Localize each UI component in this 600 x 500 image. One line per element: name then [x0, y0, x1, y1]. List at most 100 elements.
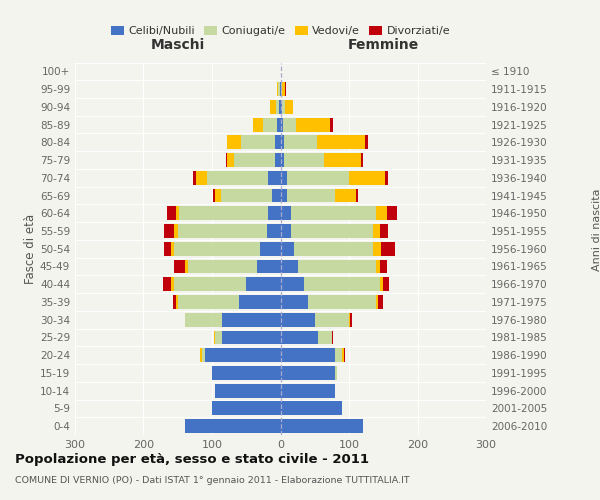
Bar — [285, 82, 286, 96]
Bar — [308, 295, 376, 309]
Bar — [376, 206, 386, 220]
Bar — [385, 171, 388, 184]
Bar — [298, 260, 376, 274]
Bar — [176, 206, 179, 220]
Bar — [281, 384, 335, 398]
Bar — [164, 242, 171, 256]
Text: Femmine: Femmine — [347, 38, 419, 52]
Bar — [175, 224, 178, 238]
Bar — [342, 348, 344, 362]
Bar — [284, 100, 293, 114]
Bar — [291, 206, 376, 220]
Bar — [361, 153, 363, 167]
Bar — [281, 419, 363, 433]
Bar — [344, 348, 345, 362]
Bar — [212, 402, 281, 415]
Bar — [281, 153, 284, 167]
Bar — [291, 224, 373, 238]
Bar — [268, 206, 281, 220]
Bar — [332, 330, 333, 344]
Bar — [272, 188, 281, 202]
Y-axis label: Fasce di età: Fasce di età — [24, 214, 37, 284]
Bar — [179, 206, 268, 220]
Bar — [380, 224, 388, 238]
Bar — [246, 278, 281, 291]
Bar — [178, 295, 239, 309]
Bar — [283, 118, 296, 132]
Bar — [257, 260, 281, 274]
Text: Maschi: Maschi — [151, 38, 205, 52]
Text: Popolazione per età, sesso e stato civile - 2011: Popolazione per età, sesso e stato civil… — [15, 452, 369, 466]
Bar — [214, 330, 215, 344]
Bar — [260, 242, 281, 256]
Bar — [167, 206, 176, 220]
Bar — [212, 366, 281, 380]
Bar — [380, 260, 386, 274]
Bar — [171, 242, 175, 256]
Bar — [239, 295, 281, 309]
Bar — [226, 153, 227, 167]
Bar — [376, 295, 378, 309]
Bar — [270, 100, 276, 114]
Bar — [281, 260, 298, 274]
Bar — [214, 188, 215, 202]
Bar — [378, 295, 383, 309]
Bar — [281, 313, 315, 326]
Bar — [281, 82, 282, 96]
Bar — [350, 313, 352, 326]
Bar — [281, 136, 284, 149]
Bar — [215, 188, 221, 202]
Bar — [222, 330, 281, 344]
Bar — [222, 313, 281, 326]
Bar — [315, 313, 349, 326]
Bar — [287, 171, 349, 184]
Bar — [178, 224, 267, 238]
Bar — [185, 313, 222, 326]
Bar — [349, 313, 350, 326]
Bar — [275, 136, 281, 149]
Bar — [335, 366, 337, 380]
Bar — [373, 242, 381, 256]
Bar — [175, 278, 246, 291]
Bar — [263, 118, 277, 132]
Text: COMUNE DI VERNIO (PO) - Dati ISTAT 1° gennaio 2011 - Elaborazione TUTTITALIA.IT: COMUNE DI VERNIO (PO) - Dati ISTAT 1° ge… — [15, 476, 410, 485]
Bar — [276, 100, 279, 114]
Bar — [304, 278, 380, 291]
Bar — [163, 278, 171, 291]
Bar — [284, 153, 323, 167]
Bar — [282, 100, 284, 114]
Bar — [202, 348, 205, 362]
Bar — [205, 348, 281, 362]
Bar — [267, 224, 281, 238]
Bar — [281, 224, 291, 238]
Bar — [227, 153, 234, 167]
Bar — [356, 188, 358, 202]
Bar — [268, 171, 281, 184]
Bar — [221, 188, 272, 202]
Bar — [164, 224, 175, 238]
Legend: Celibi/Nubili, Coniugati/e, Vedovi/e, Divorziati/e: Celibi/Nubili, Coniugati/e, Vedovi/e, Di… — [106, 22, 455, 41]
Bar — [279, 100, 281, 114]
Bar — [281, 295, 308, 309]
Bar — [277, 118, 281, 132]
Bar — [381, 242, 395, 256]
Bar — [185, 419, 281, 433]
Bar — [188, 260, 257, 274]
Bar — [323, 153, 361, 167]
Bar — [281, 330, 318, 344]
Bar — [253, 118, 263, 132]
Bar — [206, 171, 268, 184]
Bar — [294, 242, 373, 256]
Bar — [175, 260, 185, 274]
Bar — [275, 153, 281, 167]
Bar — [281, 118, 283, 132]
Bar — [185, 260, 188, 274]
Bar — [281, 366, 335, 380]
Bar — [173, 295, 176, 309]
Bar — [281, 206, 291, 220]
Bar — [281, 348, 335, 362]
Bar — [200, 348, 202, 362]
Bar — [383, 278, 389, 291]
Bar — [281, 242, 294, 256]
Bar — [349, 171, 385, 184]
